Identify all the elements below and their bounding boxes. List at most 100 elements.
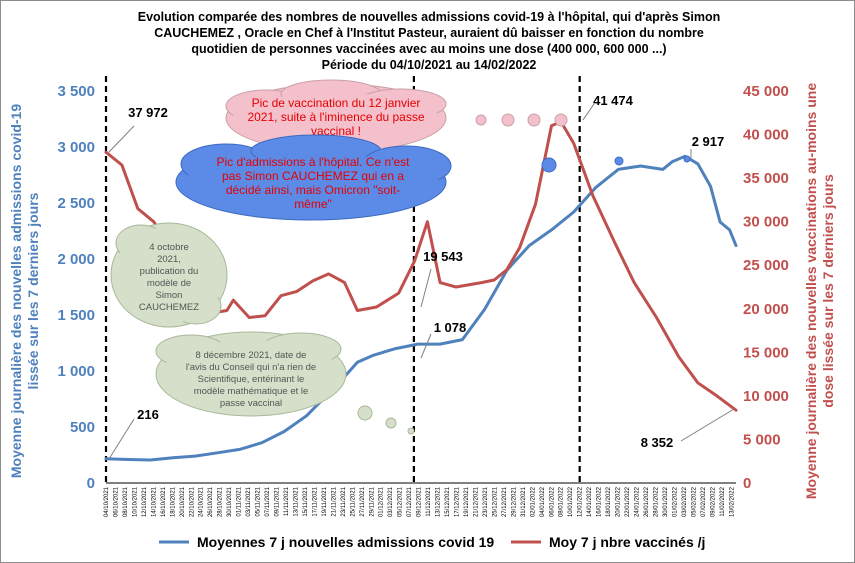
x-tick-label: 17/11/2021 (312, 486, 318, 516)
x-tick-label: 16/10/2021 (161, 486, 167, 517)
y-right-tick-label: 10 000 (743, 388, 789, 405)
y-left-tick-label: 0 (87, 475, 95, 492)
annotation-1078: 1 078 (434, 320, 467, 335)
x-tick-label: 27/12/2021 (502, 486, 508, 517)
x-tick-label: 05/11/2021 (256, 486, 262, 516)
vertical-markers (104, 76, 581, 483)
x-tick-label: 01/11/2021 (237, 486, 243, 516)
x-tick-label: 23/12/2021 (483, 486, 489, 517)
callout-line-41474 (582, 103, 595, 121)
x-tick-label: 23/11/2021 (341, 486, 347, 516)
cloud-model-publication: 4 octobre 2021, publication du modèle de… (110, 222, 228, 328)
y-left-tick-label: 3 000 (57, 139, 95, 156)
cloud-green1-line-1: 4 octobre (149, 242, 189, 253)
x-tick-label: 27/11/2021 (360, 486, 366, 516)
x-tick-label: 06/01/2022 (549, 486, 555, 517)
callout-line-8352 (680, 408, 735, 442)
x-tick-label: 10/01/2022 (568, 486, 574, 517)
x-tick-label: 22/10/2021 (189, 486, 195, 517)
x-tick-label: 30/01/2022 (663, 486, 669, 517)
x-tick-label: 29/12/2021 (511, 486, 517, 517)
x-tick-label: 07/02/2022 (701, 486, 707, 517)
x-tick-label: 05/02/2022 (691, 486, 697, 517)
cloud-blue-line-3: décidé ainsi, mais Omicron "soit- (226, 183, 400, 197)
x-tick-label: 29/11/2021 (369, 486, 375, 516)
y-right-ticks: 0 5 000 10 000 15 000 20 000 25 000 30 000 35 0… (743, 83, 789, 492)
cloud-blue-line-2: pas Simon CAUCHEMEZ qui en a (222, 169, 404, 183)
y-left-tick-label: 2 500 (57, 195, 95, 212)
x-tick-label: 13/02/2022 (729, 486, 735, 517)
annotation-8352: 8 352 (641, 435, 674, 450)
x-tick-label: 21/12/2021 (473, 486, 479, 517)
x-tick-label: 13/12/2021 (436, 486, 442, 517)
legend-label-vaccinations: Moy 7 j nbre vaccinés /j (549, 534, 705, 550)
x-tick-label: 11/12/2021 (426, 486, 432, 516)
x-tick-label: 26/01/2022 (644, 486, 650, 517)
y-right-tick-label: 20 000 (743, 301, 789, 318)
cloud-pink-line-3: vaccinal ! (311, 124, 361, 138)
x-tick-label: 24/10/2021 (199, 486, 205, 517)
y-left-tick-label: 3 500 (57, 83, 95, 100)
y-right-tick-label: 30 000 (743, 214, 789, 231)
x-tick-label: 11/11/2021 (284, 486, 290, 516)
chart-title-line-2: CAUCHEMEZ , Oracle en Chef à l'Institut … (154, 26, 704, 40)
cloud-green1-line-2: 2021, (157, 254, 181, 265)
x-tick-label: 15/12/2021 (445, 486, 451, 517)
cloud-vaccination-peak: Pic de vaccination du 12 janvier 2021, s… (225, 79, 568, 153)
annotation-37972: 37 972 (128, 105, 168, 120)
annotation-41474: 41 474 (593, 93, 634, 108)
cloud-green2-line-5: passe vaccinal (220, 398, 282, 409)
callout-lines (108, 103, 735, 460)
x-tick-label: 18/01/2022 (606, 486, 612, 517)
y-left-ticks: 0 500 1 000 1 500 2 000 2 500 3 000 3 500 (57, 83, 95, 492)
callout-line-19543 (420, 268, 432, 308)
x-tick-label: 21/11/2021 (331, 486, 337, 516)
annotation-19543: 19 543 (423, 249, 463, 264)
y-right-tick-label: 5 000 (743, 431, 781, 448)
x-tick-label: 19/11/2021 (322, 486, 328, 516)
y-left-axis-title-line-1: Moyenne journalière des nouvelles admiss… (8, 104, 24, 478)
y-right-axis-title-line-2: dose lissée sur les 7 derniers jours (820, 174, 836, 408)
cloud-pink-line-2: 2021, suite à l'iminence du passe (247, 110, 424, 124)
x-tick-label: 01/02/2022 (672, 486, 678, 517)
x-tick-label: 05/12/2021 (398, 486, 404, 517)
y-left-tick-label: 1 500 (57, 307, 95, 324)
cloud-green2-line-4: modèle mathématique et le (194, 386, 309, 397)
cloud-green2-line-2: l'avis du Conseil qui n'a rien de (186, 362, 316, 373)
cloud-council-opinion: 8 décembre 2021, date de l'avis du Conse… (155, 331, 415, 435)
cloud-green2-line-1: 8 décembre 2021, date de (196, 350, 307, 361)
callout-line-37972 (108, 125, 135, 153)
y-right-axis-title: Moyenne journalière des nouvelles vaccin… (803, 83, 836, 499)
x-tick-label: 04/10/2021 (104, 486, 110, 517)
x-tick-label: 01/12/2021 (379, 486, 385, 517)
x-tick-label: 08/10/2021 (123, 486, 129, 517)
annotation-216: 216 (137, 407, 159, 422)
y-left-tick-label: 2 000 (57, 251, 95, 268)
x-tick-label: 09/12/2021 (417, 486, 423, 517)
annotation-2917: 2 917 (692, 134, 725, 149)
x-tick-label: 20/10/2021 (180, 486, 186, 517)
cloud-blue-line-1: Pic d'admissions à l'hôpital. Ce n'est (217, 155, 411, 169)
x-tick-label: 10/10/2021 (132, 486, 138, 517)
cloud-green1-line-3: publication du (140, 266, 199, 277)
y-left-axis-title: Moyenne journalière des nouvelles admiss… (8, 104, 41, 478)
x-tick-label: 14/10/2021 (151, 486, 157, 517)
x-tick-label: 07/12/2021 (407, 486, 413, 517)
y-left-axis-title-line-2: lissée sur les 7 derniers jours (25, 192, 41, 389)
x-tick-label: 09/02/2022 (710, 486, 716, 517)
cloud-green1-line-5: Simon (156, 290, 183, 301)
x-tick-label: 03/11/2021 (246, 486, 252, 516)
cloud-green1-line-4: modèle de (147, 278, 191, 289)
cloud-blue-line-4: même" (294, 197, 332, 211)
cloud-admissions-peak: Pic d'admissions à l'hôpital. Ce n'est p… (175, 134, 691, 221)
y-left-tick-label: 1 000 (57, 363, 95, 380)
y-right-tick-label: 0 (743, 475, 751, 492)
cloud-green2-line-3: Scientifique, entérinant le (198, 374, 305, 385)
y-right-tick-label: 25 000 (743, 257, 789, 274)
chart-title-line-3: quotidien de personnes vaccinées avec au… (191, 42, 666, 56)
y-right-axis-title-line-1: Moyenne journalière des nouvelles vaccin… (803, 83, 819, 499)
x-tick-label: 03/02/2022 (682, 486, 688, 517)
x-tick-label: 19/12/2021 (464, 486, 470, 517)
